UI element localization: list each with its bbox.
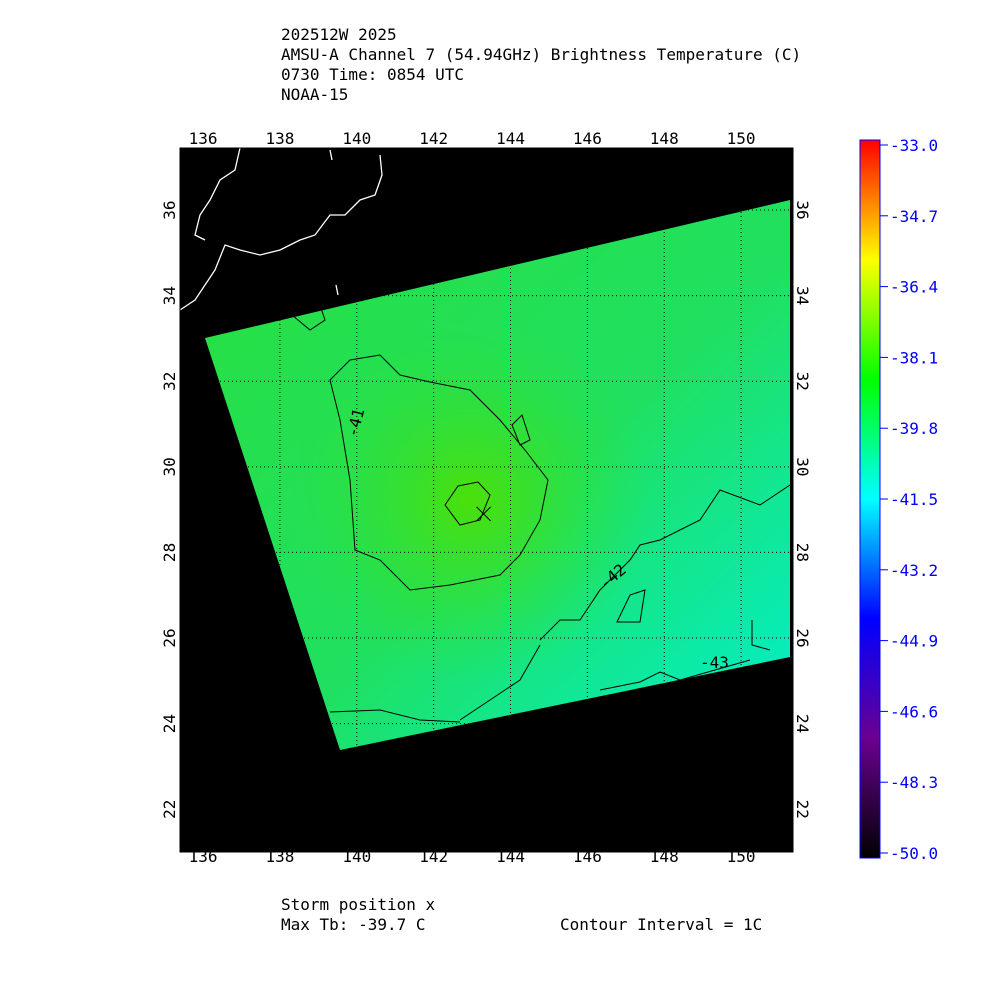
colorbar-label: -34.7 [890,207,938,226]
x-tick-label: 140 [342,129,371,148]
x-tick-label: 142 [419,129,448,148]
y-tick-label: 36 [793,200,812,219]
colorbar-label: -36.4 [890,278,938,297]
x-tick-label: 136 [189,129,218,148]
title-line: AMSU-A Channel 7 (54.94GHz) Brightness T… [281,45,801,64]
colorbar-label: -33.0 [890,136,938,155]
x-tick-label: 150 [727,847,756,866]
colorbar-label: -39.8 [890,419,938,438]
contour [511,414,531,446]
footer-maxtb: Max Tb: -39.7 C [281,915,426,934]
x-tick-label: 148 [650,847,679,866]
x-tick-label: 140 [342,847,371,866]
x-tick-label: 150 [727,129,756,148]
storm-marker [476,506,491,522]
colorbar-label: -38.1 [890,348,938,367]
contour [291,304,326,331]
contour [329,354,549,591]
x-tick-label: 146 [573,129,602,148]
x-tick-label: 142 [419,847,448,866]
y-tick-label: 30 [793,457,812,476]
contour [444,481,491,526]
contour-label: -43 [700,653,729,672]
colorbar-label: -48.3 [890,773,938,792]
y-tick-label: 26 [160,628,179,647]
contour [751,620,771,651]
footer-interval: Contour Interval = 1C [560,915,762,934]
title-line: 202512W 2025 [281,25,397,44]
x-tick-label: 144 [496,129,525,148]
x-tick-label: 144 [496,847,525,866]
contours [291,304,791,723]
y-tick-label: 22 [793,800,812,819]
map-frame [179,147,794,853]
y-tick-label: 32 [160,372,179,391]
y-tick-label: 24 [160,714,179,733]
contour [329,709,461,723]
contour [459,644,541,721]
contour [539,484,791,641]
footer: Storm position x Max Tb: -39.7 C Contour… [281,895,762,934]
y-tick-label: 26 [793,628,812,647]
footer-storm: Storm position x [281,895,435,914]
colorbar-label: -50.0 [890,844,938,863]
swath-core [205,200,790,750]
y-tick-label: 22 [160,800,179,819]
x-tick-label: 138 [265,129,294,148]
y-tick-label: 24 [793,714,812,733]
colorbar-label: -41.5 [890,490,938,509]
axes: 136 136 138 138 140 140 142 142 144 144 146 146 148 1… [160,129,812,866]
colorbar-label: -46.6 [890,702,938,721]
x-tick-label: 148 [650,129,679,148]
x-tick-label: 146 [573,847,602,866]
contour [616,589,646,623]
map [180,148,793,852]
title: 202512W 2025 AMSU-A Channel 7 (54.94GHz)… [281,25,801,104]
y-tick-label: 32 [793,372,812,391]
y-tick-label: 36 [160,200,179,219]
coastline [180,148,383,311]
y-tick-label: 28 [160,543,179,562]
title-line: 0730 Time: 0854 UTC [281,65,464,84]
contour [599,659,751,691]
y-tick-label: 30 [160,457,179,476]
x-tick-label: 136 [189,847,218,866]
y-tick-label: 34 [793,286,812,305]
y-tick-label: 28 [793,543,812,562]
colorbar [859,139,881,859]
title-line: NOAA-15 [281,85,348,104]
colorbar-label: -43.2 [890,561,938,580]
colorbar-label: -44.9 [890,632,938,651]
y-tick-label: 34 [160,286,179,305]
x-tick-label: 138 [265,847,294,866]
